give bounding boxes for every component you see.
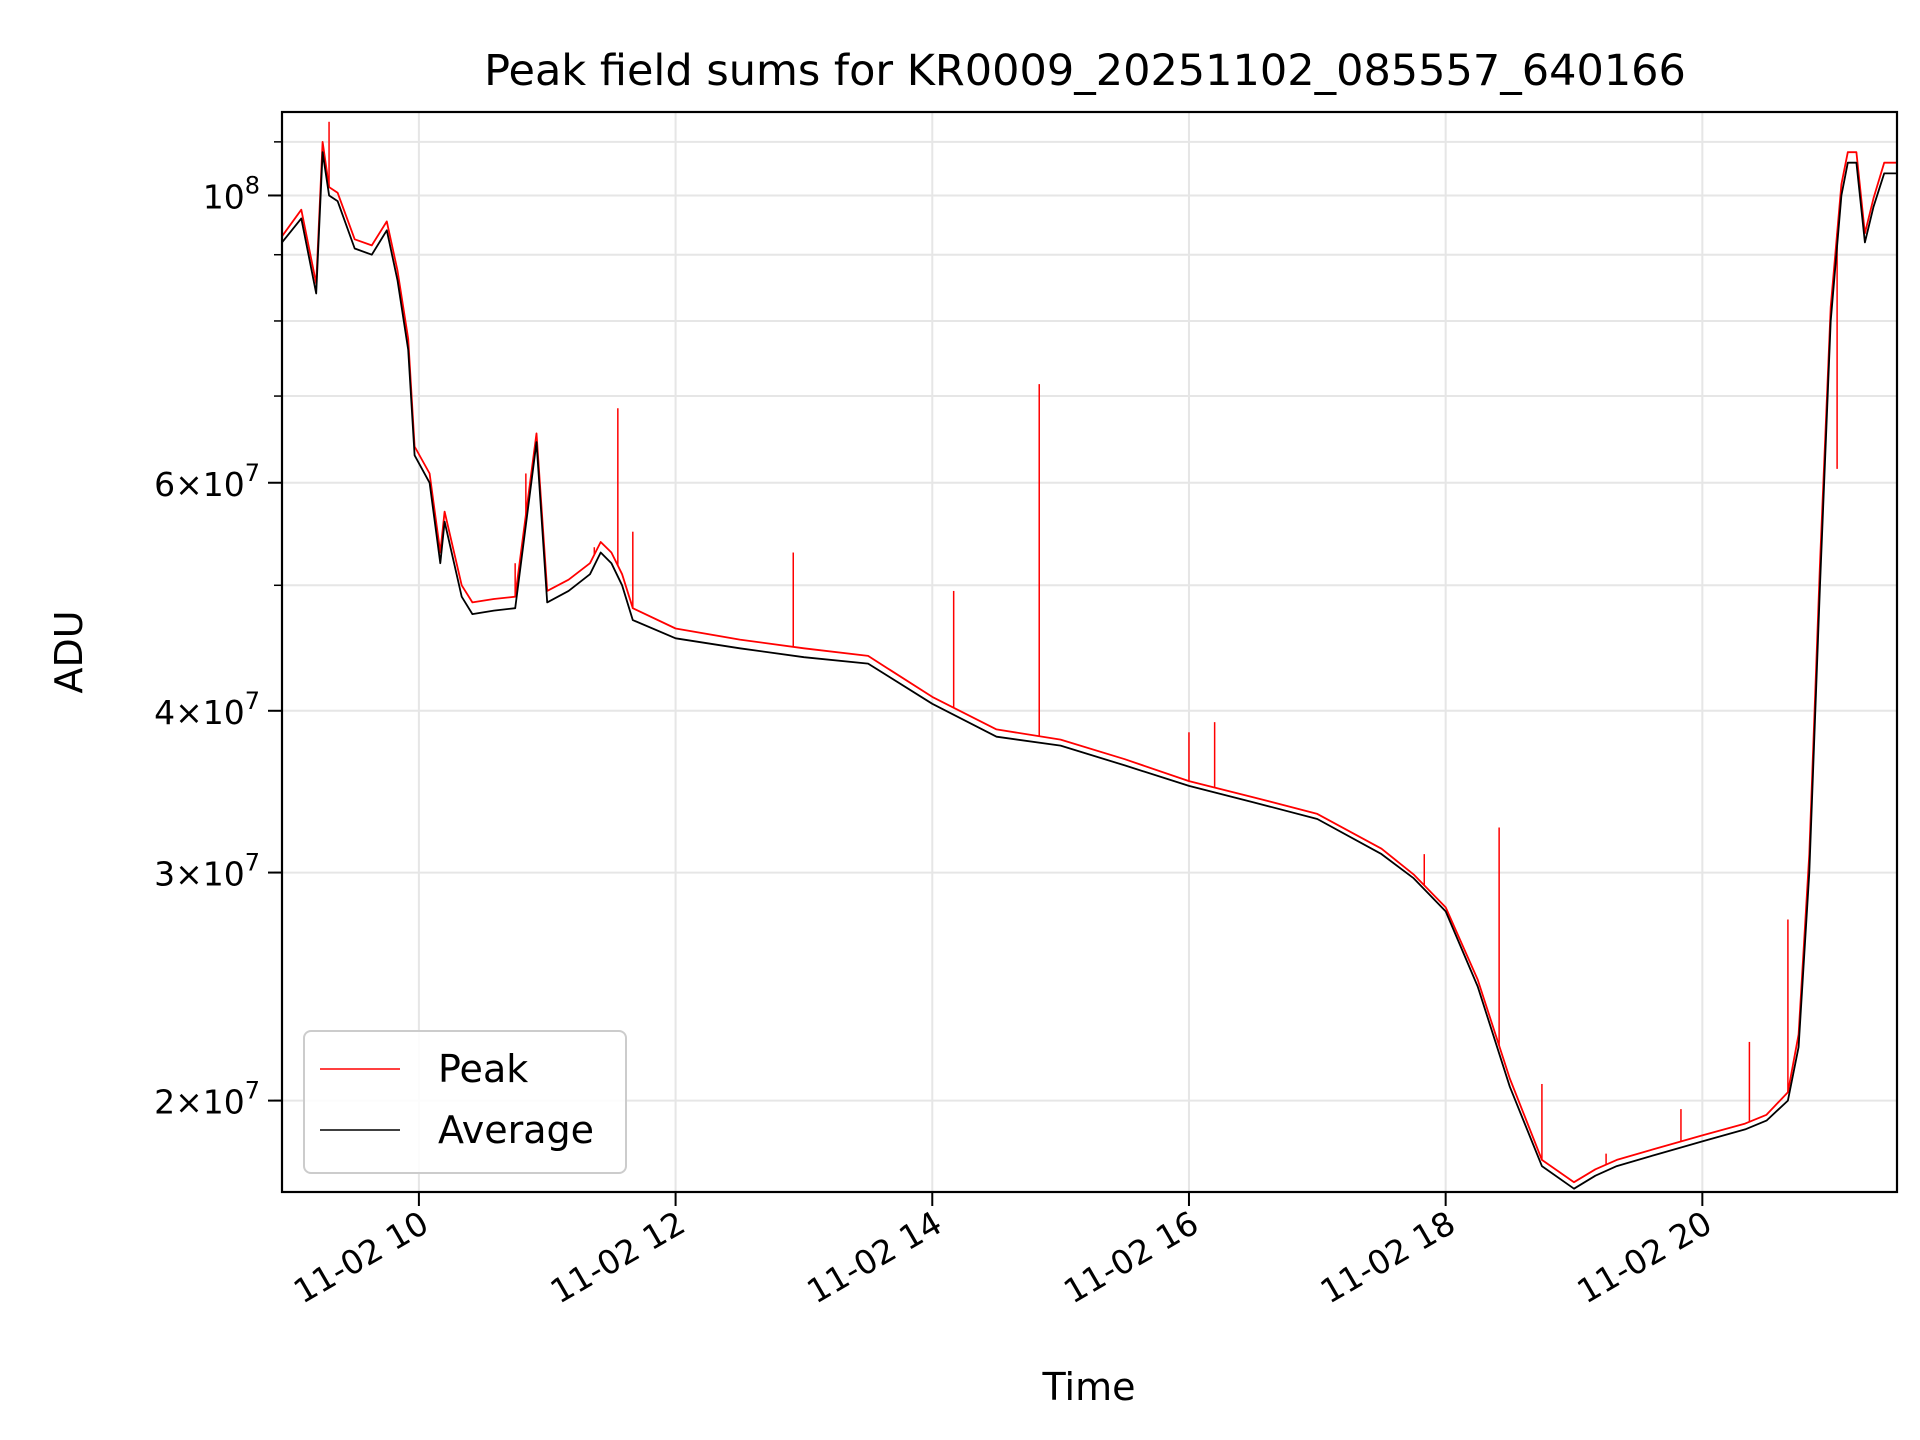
legend-label-average: Average [438,1108,594,1152]
y-tick-mantissa: 4 [154,693,175,732]
y-tick-base: 10 [203,177,245,216]
series-line-average [282,151,1897,1190]
legend: Peak Average [303,1030,627,1174]
y-tick-exponent: 7 [245,459,260,487]
y-tick-label: 108 [203,171,260,216]
y-tick-exponent: 7 [245,1077,260,1105]
y-tick-mantissa: 3 [154,855,175,894]
y-tick-base: 10 [203,465,245,504]
y-tick-base: 10 [203,693,245,732]
series-group [282,121,1897,1190]
y-tick-base: 10 [203,1083,245,1122]
chart-title: Peak field sums for KR0009_20251102_0855… [484,46,1686,96]
legend-box [303,1030,627,1174]
y-tick-mantissa: 2 [154,1083,175,1122]
y-tick-exponent: 7 [245,849,260,877]
y-axis-label: ADU [47,610,91,693]
y-tick-exponent: 7 [245,687,260,715]
y-tick-times: × [175,693,203,732]
legend-label-peak: Peak [438,1047,528,1091]
plot-area-frame [280,110,1899,1194]
y-tick-mantissa: 6 [154,465,175,504]
y-tick-times: × [175,465,203,504]
y-tick-label: 4×107 [154,687,260,732]
y-tick-times: × [175,1083,203,1122]
y-tick-exponent: 8 [245,171,260,199]
y-tick-label: 6×107 [154,459,260,504]
grid [282,112,1897,1192]
y-tick-label: 2×107 [154,1077,260,1122]
y-tick-base: 10 [203,855,245,894]
y-tick-times: × [175,855,203,894]
x-axis-label: Time [1042,1365,1136,1409]
y-tick-label: 3×107 [154,849,260,894]
